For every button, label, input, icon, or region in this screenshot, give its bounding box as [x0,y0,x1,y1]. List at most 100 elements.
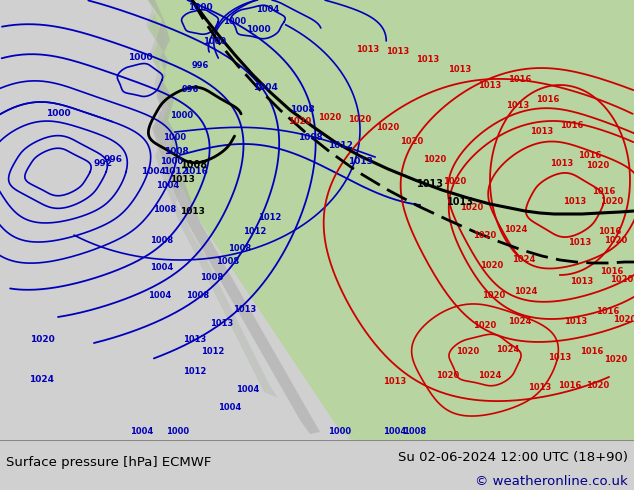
Text: 1000: 1000 [204,38,226,47]
Text: 1000: 1000 [188,3,212,13]
Text: 1013: 1013 [183,336,207,344]
Text: 1016: 1016 [592,188,616,196]
Text: 1013: 1013 [169,175,195,185]
Text: 1000: 1000 [46,109,70,119]
Text: 1013: 1013 [564,318,588,326]
Text: 1016: 1016 [508,75,532,84]
Text: 1008: 1008 [181,160,209,170]
Text: 1020: 1020 [604,236,628,245]
Text: 1024: 1024 [512,255,536,265]
Text: 1016: 1016 [559,381,581,390]
Text: © weatheronline.co.uk: © weatheronline.co.uk [475,474,628,488]
Text: 1013: 1013 [448,66,472,74]
Text: 1004: 1004 [256,5,280,15]
Text: 992: 992 [93,160,112,169]
Text: 1013: 1013 [507,101,529,111]
Text: 1013: 1013 [550,160,574,169]
Text: 1013: 1013 [479,80,501,90]
Text: 1024: 1024 [508,318,532,326]
Text: 996: 996 [181,85,198,95]
Text: 1020: 1020 [443,177,467,187]
Text: 1000: 1000 [160,157,184,167]
Text: 1013: 1013 [446,197,474,207]
Polygon shape [390,0,634,440]
Text: 1024: 1024 [478,370,501,379]
Text: 1024: 1024 [514,288,538,296]
Text: 1020: 1020 [613,316,634,324]
Text: 1000: 1000 [164,133,186,143]
Text: 1020: 1020 [318,114,342,122]
Text: 1000: 1000 [246,25,270,34]
Text: 1000: 1000 [167,427,190,437]
Text: 1020: 1020 [436,370,460,379]
Text: 1012: 1012 [243,227,267,237]
Text: 996: 996 [191,60,209,70]
Text: 1004: 1004 [236,386,260,394]
Text: 1020: 1020 [456,347,480,357]
Text: 1020: 1020 [600,197,624,206]
Text: 1000: 1000 [171,111,193,120]
Text: 1000: 1000 [127,52,152,62]
Text: 1016: 1016 [600,268,624,276]
Text: 1013: 1013 [356,46,380,54]
Text: 1024: 1024 [30,375,55,385]
Text: 1013: 1013 [568,238,592,246]
Text: 1008: 1008 [186,291,210,299]
Text: 1016: 1016 [560,121,584,129]
Text: 1016: 1016 [578,150,602,160]
Text: Su 02-06-2024 12:00 UTC (18+90): Su 02-06-2024 12:00 UTC (18+90) [398,451,628,464]
Text: Surface pressure [hPa] ECMWF: Surface pressure [hPa] ECMWF [6,456,212,469]
Text: 1024: 1024 [504,225,527,235]
Polygon shape [148,0,320,434]
Text: 1020: 1020 [474,320,496,329]
Text: 1004: 1004 [141,168,165,176]
Text: 1016: 1016 [183,168,207,176]
Text: 1013: 1013 [384,377,406,387]
Text: 1004: 1004 [384,427,406,437]
Text: 1008: 1008 [150,236,174,245]
Text: 1008: 1008 [216,258,240,267]
Text: 1016: 1016 [580,347,604,357]
Text: 1013: 1013 [347,157,372,167]
Text: 1020: 1020 [424,155,446,165]
Text: 1008: 1008 [290,105,314,115]
Text: 1020: 1020 [482,291,506,299]
Text: 1020: 1020 [481,261,503,270]
Text: 1004: 1004 [148,291,172,299]
Text: 1013: 1013 [564,197,586,206]
Text: 1008: 1008 [228,244,252,252]
Text: 1016: 1016 [597,308,619,317]
Text: 1008: 1008 [164,147,188,156]
Text: 1020: 1020 [401,138,424,147]
Polygon shape [146,0,278,398]
Text: 1020: 1020 [474,230,496,240]
Text: 1013: 1013 [548,353,572,363]
Text: 1012: 1012 [183,368,207,376]
Text: 1020: 1020 [30,336,55,344]
Text: 1013: 1013 [210,319,233,328]
Text: 1016: 1016 [536,96,560,104]
Text: 1008: 1008 [403,427,427,437]
Text: 1024: 1024 [496,345,520,354]
Text: 1013: 1013 [417,179,444,189]
Text: 1013: 1013 [528,384,552,392]
Text: 1012: 1012 [202,347,224,357]
Text: 1016: 1016 [598,227,622,237]
Text: 1020: 1020 [611,275,633,285]
Text: 1020: 1020 [288,118,312,126]
Text: 1004: 1004 [218,403,242,413]
Text: 1020: 1020 [586,381,610,390]
Text: 1020: 1020 [586,161,610,170]
Text: 1013: 1013 [179,207,204,217]
Text: 1013: 1013 [571,277,593,287]
Polygon shape [148,0,634,440]
Text: 1012: 1012 [162,168,188,176]
Text: 1012: 1012 [258,214,281,222]
Text: 1008: 1008 [297,133,322,143]
Text: 1013: 1013 [386,48,410,56]
Text: 1004: 1004 [252,83,278,93]
Text: 1020: 1020 [460,203,484,213]
Text: 1020: 1020 [377,123,399,132]
Text: 1013: 1013 [417,55,439,65]
Text: 1020: 1020 [604,356,628,365]
